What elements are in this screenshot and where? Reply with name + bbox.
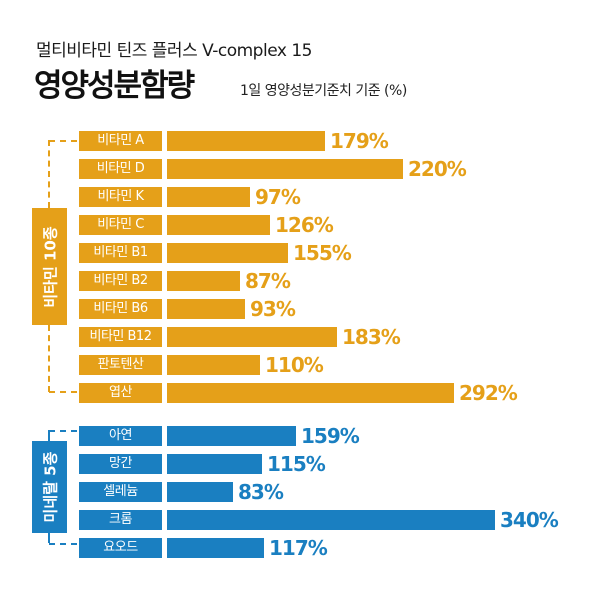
chart-row: 비타민 D 220% (0, 159, 600, 179)
vitamin-bracket-top (49, 140, 77, 142)
bar (167, 215, 270, 235)
chart-row: 망간 115% (0, 454, 600, 474)
subtitle: 멀티비타민 틴즈 플러스 V-complex 15 (36, 41, 312, 61)
chart-row: 아연 159% (0, 426, 600, 446)
chart-row: 비타민 B6 93% (0, 299, 600, 319)
category-label: 비타민 D (79, 159, 162, 179)
bar (167, 131, 325, 151)
bar (167, 243, 288, 263)
bar (167, 454, 262, 474)
category-label: 비타민 B6 (79, 299, 162, 319)
bar (167, 187, 250, 207)
vitamin-group-label: 비타민 10종 (32, 208, 67, 325)
value-label: 83% (238, 480, 284, 504)
chart-row: 요오드 117% (0, 538, 600, 558)
value-label: 126% (275, 213, 334, 237)
bar (167, 271, 240, 291)
mineral-bracket-upper (48, 430, 50, 441)
chart-row: 판토텐산 110% (0, 355, 600, 375)
value-label: 93% (250, 297, 296, 321)
chart-row: 셀레늄 83% (0, 482, 600, 502)
mineral-bracket-bottom (49, 543, 77, 545)
mineral-group-label: 미네랄 5종 (32, 441, 67, 533)
bar (167, 426, 296, 446)
category-label: 아연 (79, 426, 162, 446)
category-label: 엽산 (79, 383, 162, 403)
mineral-bracket-top (49, 430, 77, 432)
bar (167, 383, 454, 403)
chart-row: 엽산 292% (0, 383, 600, 403)
chart-row: 크롬 340% (0, 510, 600, 530)
value-label: 179% (330, 129, 389, 153)
category-label: 요오드 (79, 538, 162, 558)
chart-row: 비타민 B1 155% (0, 243, 600, 263)
category-label: 비타민 B2 (79, 271, 162, 291)
chart-row: 비타민 B2 87% (0, 271, 600, 291)
value-label: 87% (245, 269, 291, 293)
chart-row: 비타민 K 97% (0, 187, 600, 207)
chart-row: 비타민 C 126% (0, 215, 600, 235)
bar (167, 355, 260, 375)
unit-note: 1일 영양성분기준치 기준 (%) (240, 83, 407, 99)
category-label: 비타민 C (79, 215, 162, 235)
vitamin-bracket-bottom (49, 391, 77, 393)
category-label: 비타민 K (79, 187, 162, 207)
category-label: 크롬 (79, 510, 162, 530)
page-title: 영양성분함량 (34, 68, 195, 104)
bar (167, 482, 233, 502)
vitamin-bracket-lower (48, 325, 50, 392)
value-label: 115% (267, 452, 326, 476)
value-label: 220% (408, 157, 467, 181)
value-label: 155% (293, 241, 352, 265)
chart-row: 비타민 A 179% (0, 131, 600, 151)
category-label: 비타민 B1 (79, 243, 162, 263)
bar (167, 159, 403, 179)
vitamin-bracket-upper (48, 140, 50, 208)
category-label: 망간 (79, 454, 162, 474)
value-label: 292% (459, 381, 518, 405)
category-label: 비타민 A (79, 131, 162, 151)
bar (167, 538, 264, 558)
category-label: 비타민 B12 (79, 327, 162, 347)
value-label: 159% (301, 424, 360, 448)
value-label: 97% (255, 185, 301, 209)
bar (167, 327, 337, 347)
value-label: 183% (342, 325, 401, 349)
value-label: 110% (265, 353, 324, 377)
value-label: 340% (500, 508, 559, 532)
bar (167, 299, 245, 319)
category-label: 셀레늄 (79, 482, 162, 502)
bar (167, 510, 495, 530)
mineral-bracket-lower (48, 533, 50, 543)
chart-row: 비타민 B12 183% (0, 327, 600, 347)
value-label: 117% (269, 536, 328, 560)
category-label: 판토텐산 (79, 355, 162, 375)
